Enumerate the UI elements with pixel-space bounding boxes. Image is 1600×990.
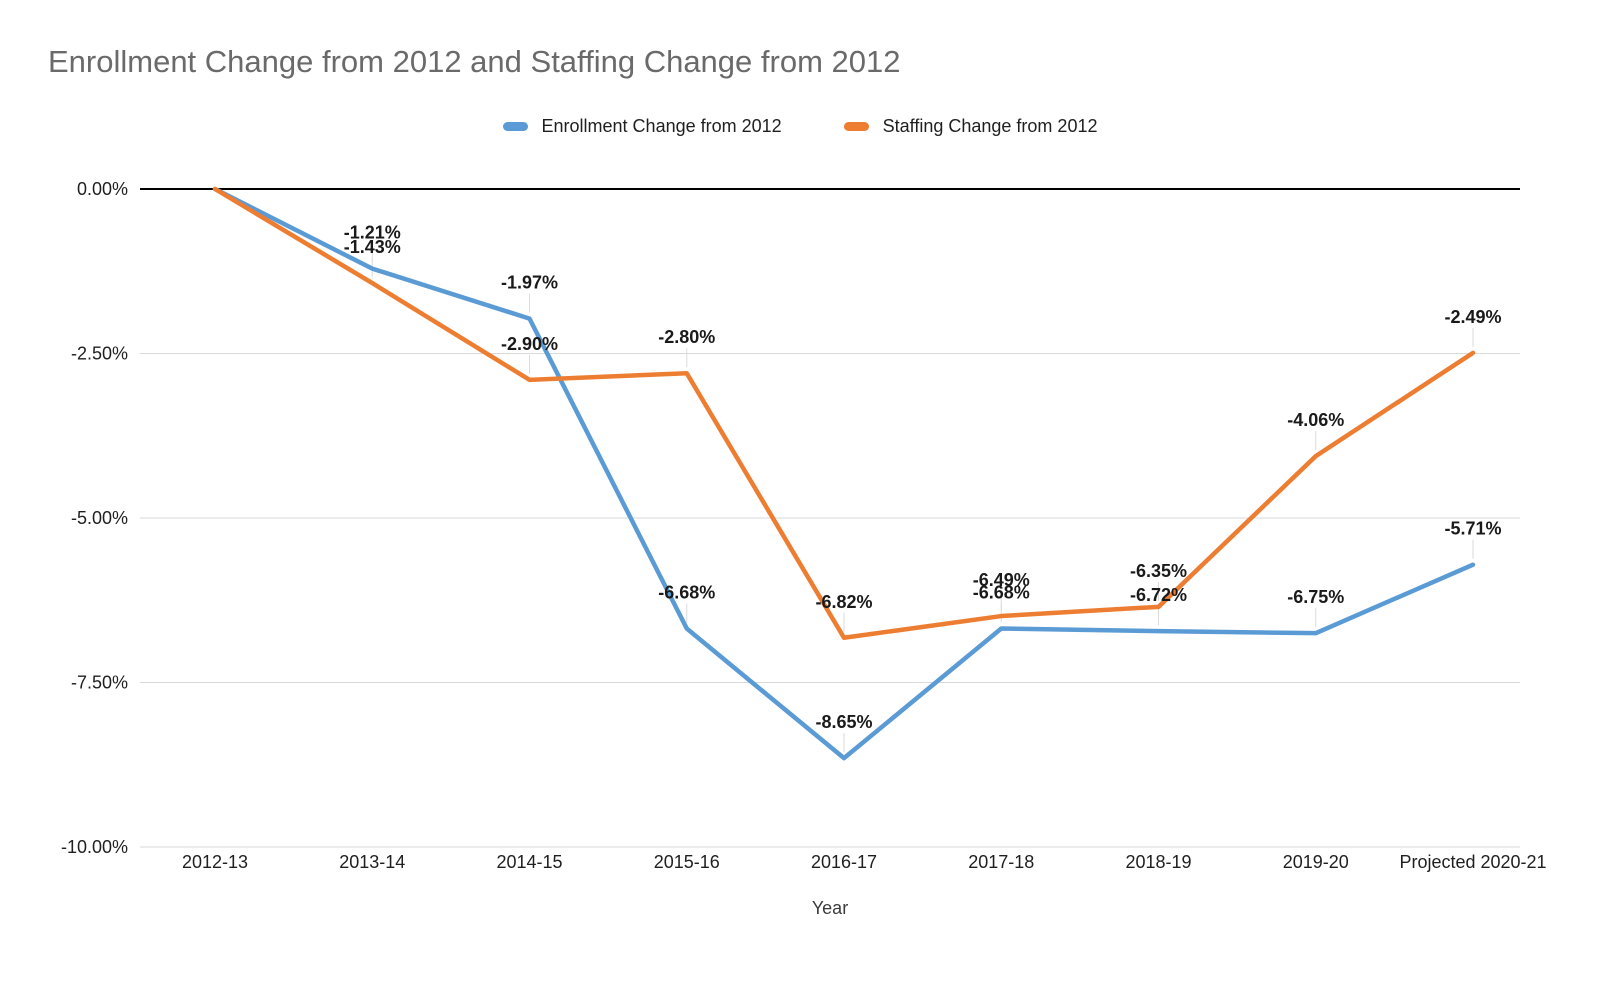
x-axis-tick-label: 2019-20	[1283, 852, 1349, 872]
chart-title: Enrollment Change from 2012 and Staffing…	[48, 44, 901, 79]
legend-swatch-enrollment-icon	[502, 122, 528, 131]
data-label-enrollment: -8.65%	[815, 712, 872, 732]
data-label-staffing: -2.49%	[1444, 307, 1501, 327]
data-label-staffing: -6.35%	[1130, 561, 1187, 581]
data-label-staffing: -2.90%	[501, 334, 558, 354]
x-axis-tick-label: Projected 2020-21	[1399, 852, 1546, 872]
x-axis-tick-label: 2014-15	[496, 852, 562, 872]
data-label-enrollment: -1.21%	[344, 223, 401, 243]
x-axis-tick-label: 2018-19	[1125, 852, 1191, 872]
y-axis-tick-label: 0.00%	[77, 179, 128, 199]
data-label-enrollment: -6.68%	[973, 583, 1030, 603]
data-label-enrollment: -5.71%	[1444, 519, 1501, 539]
data-label-enrollment: -6.72%	[1130, 585, 1187, 605]
legend-label-enrollment: Enrollment Change from 2012	[541, 116, 782, 136]
x-axis-tick-label: 2012-13	[182, 852, 248, 872]
data-label-enrollment: -6.75%	[1287, 587, 1344, 607]
data-label-staffing: -2.80%	[658, 327, 715, 347]
data-label-staffing: -4.06%	[1287, 410, 1344, 430]
x-axis-tick-label: 2016-17	[811, 852, 877, 872]
x-axis-title: Year	[811, 898, 849, 918]
legend-label-staffing: Staffing Change from 2012	[882, 116, 1098, 136]
series-line-staffing[interactable]	[212, 186, 1476, 641]
y-axis-tick-label: -2.50%	[71, 344, 128, 364]
data-label-staffing: -6.82%	[815, 592, 872, 612]
data-label-staffing: -6.49%	[973, 570, 1030, 590]
x-axis-tick-label: 2017-18	[968, 852, 1034, 872]
y-axis-tick-label: -5.00%	[71, 508, 128, 528]
data-label-staffing: -1.43%	[344, 237, 401, 257]
y-axis-tick-label: -10.00%	[61, 837, 128, 857]
data-label-enrollment: -6.68%	[658, 583, 715, 603]
legend-item-staffing[interactable]: Staffing Change from 2012	[843, 116, 1098, 137]
series-line-enrollment[interactable]	[212, 186, 1476, 761]
legend-item-enrollment[interactable]: Enrollment Change from 2012	[502, 116, 782, 137]
chart-legend: Enrollment Change from 2012 Staffing Cha…	[0, 116, 1600, 137]
y-axis-tick-label: -7.50%	[71, 673, 128, 693]
x-axis-tick-label: 2013-14	[339, 852, 405, 872]
x-axis-tick-label: 2015-16	[654, 852, 720, 872]
legend-swatch-staffing-icon	[843, 122, 869, 131]
data-label-enrollment: -1.97%	[501, 273, 558, 293]
